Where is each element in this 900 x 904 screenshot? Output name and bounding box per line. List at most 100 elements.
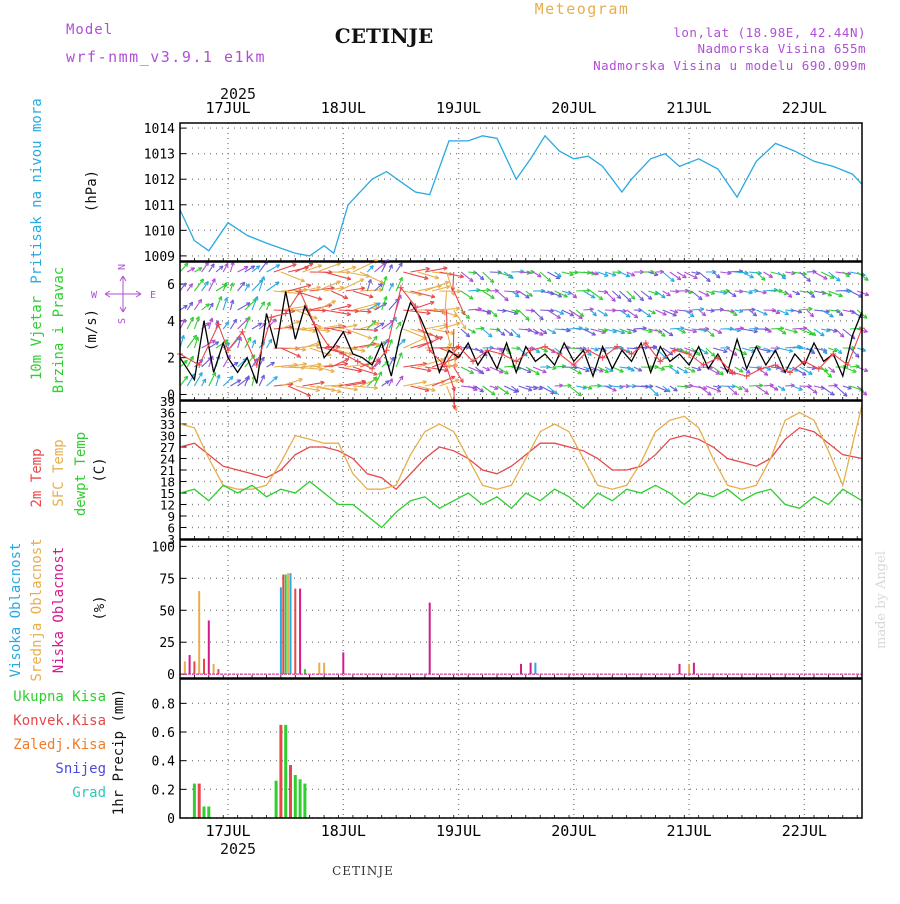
wind-arrow [814,272,827,279]
model-altitude-text: Nadmorska Visina u modelu 690.099m [593,58,866,73]
pressure-unit: (hPa) [84,170,100,212]
compass-rose: W E N S [91,264,156,324]
cloud-bar [530,663,532,675]
compass-w: W [91,290,98,301]
cloud-bar [323,663,325,675]
precip-panel: 00.20.40.60.8 [152,679,862,827]
precip-plot [180,725,862,818]
gust-marker [355,358,361,364]
precip-bar [279,725,282,818]
y-tick-label: 2 [167,352,175,367]
precip-label-4: Snijeg [55,761,106,777]
wind-arrow [180,263,188,272]
wind-arrow [453,329,454,351]
cloud-bar [208,621,210,675]
wind-arrow [346,272,370,277]
day-label-top: 21JUL [667,99,712,117]
day-label-bottom: 20JUL [551,822,596,840]
wind-arrow [511,329,520,338]
y-tick-label: 75 [159,572,175,587]
year-bottom: 2025 [220,840,256,858]
wind-arrow [836,329,844,337]
wind-arrow [194,279,203,291]
model-name: wrf-nmm_v3.9.1 e1km [66,48,266,66]
wind-arrow [418,272,439,278]
wind-arrow [533,310,543,320]
precip-bar [193,784,196,818]
temperature-plot [180,405,862,528]
wind-plot [177,259,869,411]
wind-unit: (m/s) [84,309,100,351]
wind-arrow [461,291,473,299]
wind-arrow [461,310,470,319]
wind-arrow [836,386,847,396]
day-label-top: 20JUL [551,99,596,117]
cloud-bar [688,664,690,674]
gust-marker [744,373,750,379]
cloud-bar [193,661,195,674]
compass-e: E [150,290,156,301]
day-label-top: 18JUL [321,99,366,117]
temp-label-1: 2m Temp [29,448,45,507]
wind-label-1: 10m Vjetar [29,296,45,380]
y-tick-label: 0.2 [152,783,175,798]
precip-bar [203,807,206,819]
wind-arrow [821,386,834,395]
day-label-bottom: 19JUL [436,822,481,840]
y-tick-label: 25 [159,636,175,651]
wind-arrow [331,291,347,299]
cloud-bar [342,652,344,674]
precip-label-2: Konvek.Kisa [13,713,106,729]
wind-arrow [360,272,383,283]
day-label-bottom: 22JUL [782,822,827,840]
y-tick-label: 100 [152,540,175,555]
cloud-bar [203,659,205,674]
wind-arrow [411,291,435,297]
cloud-bar [285,575,287,675]
wind-arrow [620,291,632,302]
y-tick-label: 1013 [144,148,175,163]
watermark: made by Angel [874,551,889,649]
cloud-bar [429,603,431,675]
cloud-bar [280,587,282,674]
day-label-top: 19JUL [436,99,481,117]
wind-arrow [475,272,483,280]
lonlat-text: lon,lat (18.98E, 42.44N) [673,25,866,40]
wind-arrow [281,272,305,282]
precip-label-5: Grad [72,785,106,801]
cloud-label-2: Srednja Oblacnost [29,538,45,681]
wind-arrow [627,291,635,299]
precip-label-3: Zaledj.Kisa [13,737,106,753]
compass-s: S [117,318,128,324]
temp-unit: (C) [92,457,108,482]
model-label: Model [66,22,113,38]
wind-arrow [187,374,194,386]
cloud-label-3: Niska Oblacnost [51,547,67,673]
precip-bar [284,725,287,818]
cloud-bar [304,669,306,674]
y-tick-label: 1011 [144,199,175,214]
altitude-text: Nadmorska Visina 655m [697,41,866,56]
wind-arrow [439,323,460,329]
temp-label-2: SFC Temp [51,439,67,506]
wind-arrow [180,376,188,386]
cloud-bar [184,661,186,674]
y-tick-label: 0.8 [152,697,175,712]
wind-arrow [353,386,378,388]
gust-marker [542,344,548,350]
wind-arrow [432,347,460,348]
wind-arrow [353,329,378,330]
y-tick-label: 1009 [144,250,175,265]
gust-line [180,288,862,376]
wind-arrow [483,291,495,299]
wind-arrow [483,272,494,283]
wind-arrow [360,290,383,291]
wind-arrow [353,291,373,297]
y-tick-label: 50 [159,604,175,619]
cloud-bar [294,589,296,675]
wind-arrow [403,382,426,386]
